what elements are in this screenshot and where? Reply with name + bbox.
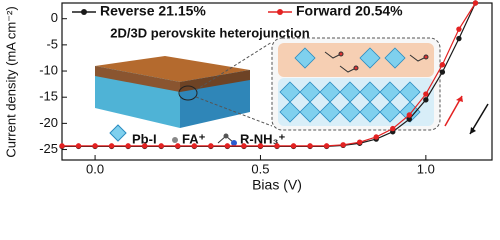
inset-legend-label: FA⁺ — [182, 131, 206, 146]
series-line — [62, 2, 476, 147]
y-tick-label: 0 — [51, 10, 58, 25]
point — [423, 97, 429, 103]
point — [356, 139, 363, 145]
x-tick-label: 1.0 — [417, 161, 435, 176]
x-axis-label: Bias (V) — [252, 177, 302, 193]
inset-illustration — [95, 37, 489, 146]
x-tick-label: 0.0 — [86, 161, 104, 176]
point — [390, 125, 396, 132]
point — [290, 143, 297, 149]
point — [75, 143, 82, 149]
point — [108, 143, 115, 149]
point — [472, 0, 479, 6]
point — [406, 112, 413, 118]
point — [208, 143, 214, 149]
point — [241, 143, 247, 149]
inset-legend-label: Pb-I — [132, 131, 157, 146]
point — [456, 35, 462, 42]
y-tick-label: -20 — [39, 115, 58, 130]
point — [224, 143, 231, 149]
y-tick-label: -5 — [46, 36, 58, 51]
legend-marker — [277, 9, 283, 15]
y-tick-label: -25 — [39, 141, 58, 156]
x-tick-label: 0.5 — [251, 161, 269, 176]
y-tick-label: -15 — [39, 89, 58, 104]
point — [92, 143, 98, 149]
point — [158, 143, 164, 149]
legend-marker — [81, 9, 87, 15]
point — [141, 143, 148, 149]
point — [307, 143, 313, 149]
point — [59, 143, 65, 149]
point — [423, 91, 429, 97]
chart: 2D/3D perovskite heterojunction Pb-I FA⁺… — [3, 0, 493, 193]
annotation: 2D/3D perovskite heterojunction — [110, 25, 309, 40]
legend-label: Reverse 21.15% — [100, 3, 206, 19]
y-axis-label: Current density (mA cm⁻²) — [3, 6, 18, 157]
point — [175, 143, 181, 149]
point — [340, 142, 346, 148]
point — [323, 143, 330, 149]
inset-legend-label: R-NH₃⁺ — [240, 131, 286, 146]
legend-label: Forward 20.54% — [296, 3, 403, 19]
point — [274, 143, 280, 149]
plot-frame — [61, 2, 493, 161]
point — [191, 143, 198, 149]
point — [439, 69, 446, 75]
point — [439, 62, 446, 68]
point — [456, 26, 462, 32]
y-tick-label: -10 — [39, 62, 58, 77]
point — [373, 134, 379, 140]
point — [257, 143, 264, 149]
point — [125, 143, 131, 149]
